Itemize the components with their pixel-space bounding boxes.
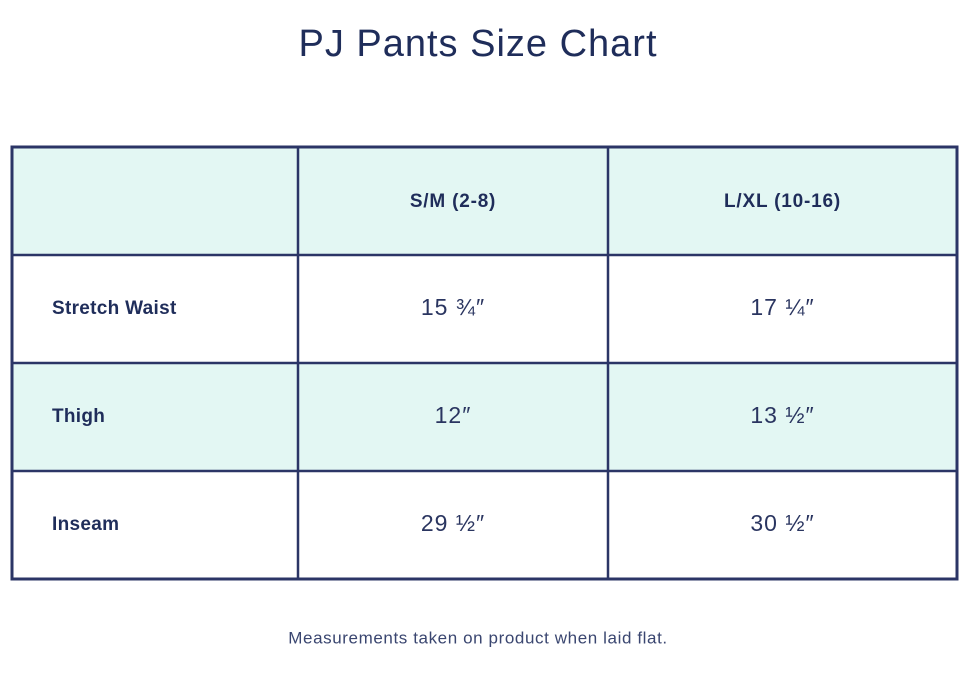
measurement: 12″ xyxy=(435,402,472,428)
footnote: Measurements taken on product when laid … xyxy=(288,628,667,647)
table-row xyxy=(12,255,957,363)
row-label: Thigh xyxy=(52,406,105,427)
table-row xyxy=(12,471,957,579)
measurement: 13 ½″ xyxy=(750,402,814,428)
size-table: S/M (2-8) L/XL (10-16) Stretch Waist 15 ¾″ 1… xyxy=(10,145,959,581)
measurement: 29 ½″ xyxy=(421,510,485,536)
page-title: PJ Pants Size Chart xyxy=(298,23,657,65)
row-label: Inseam xyxy=(52,514,119,535)
table-row xyxy=(12,363,957,471)
row-label: Stretch Waist xyxy=(52,298,177,319)
column-header: S/M (2-8) xyxy=(410,191,496,212)
table-border xyxy=(10,145,959,581)
column-header: L/XL (10-16) xyxy=(724,191,841,212)
measurement: 17 ¼″ xyxy=(750,294,814,320)
header-row xyxy=(12,147,957,255)
measurement: 15 ¾″ xyxy=(421,294,485,320)
measurement: 30 ½″ xyxy=(750,510,814,536)
